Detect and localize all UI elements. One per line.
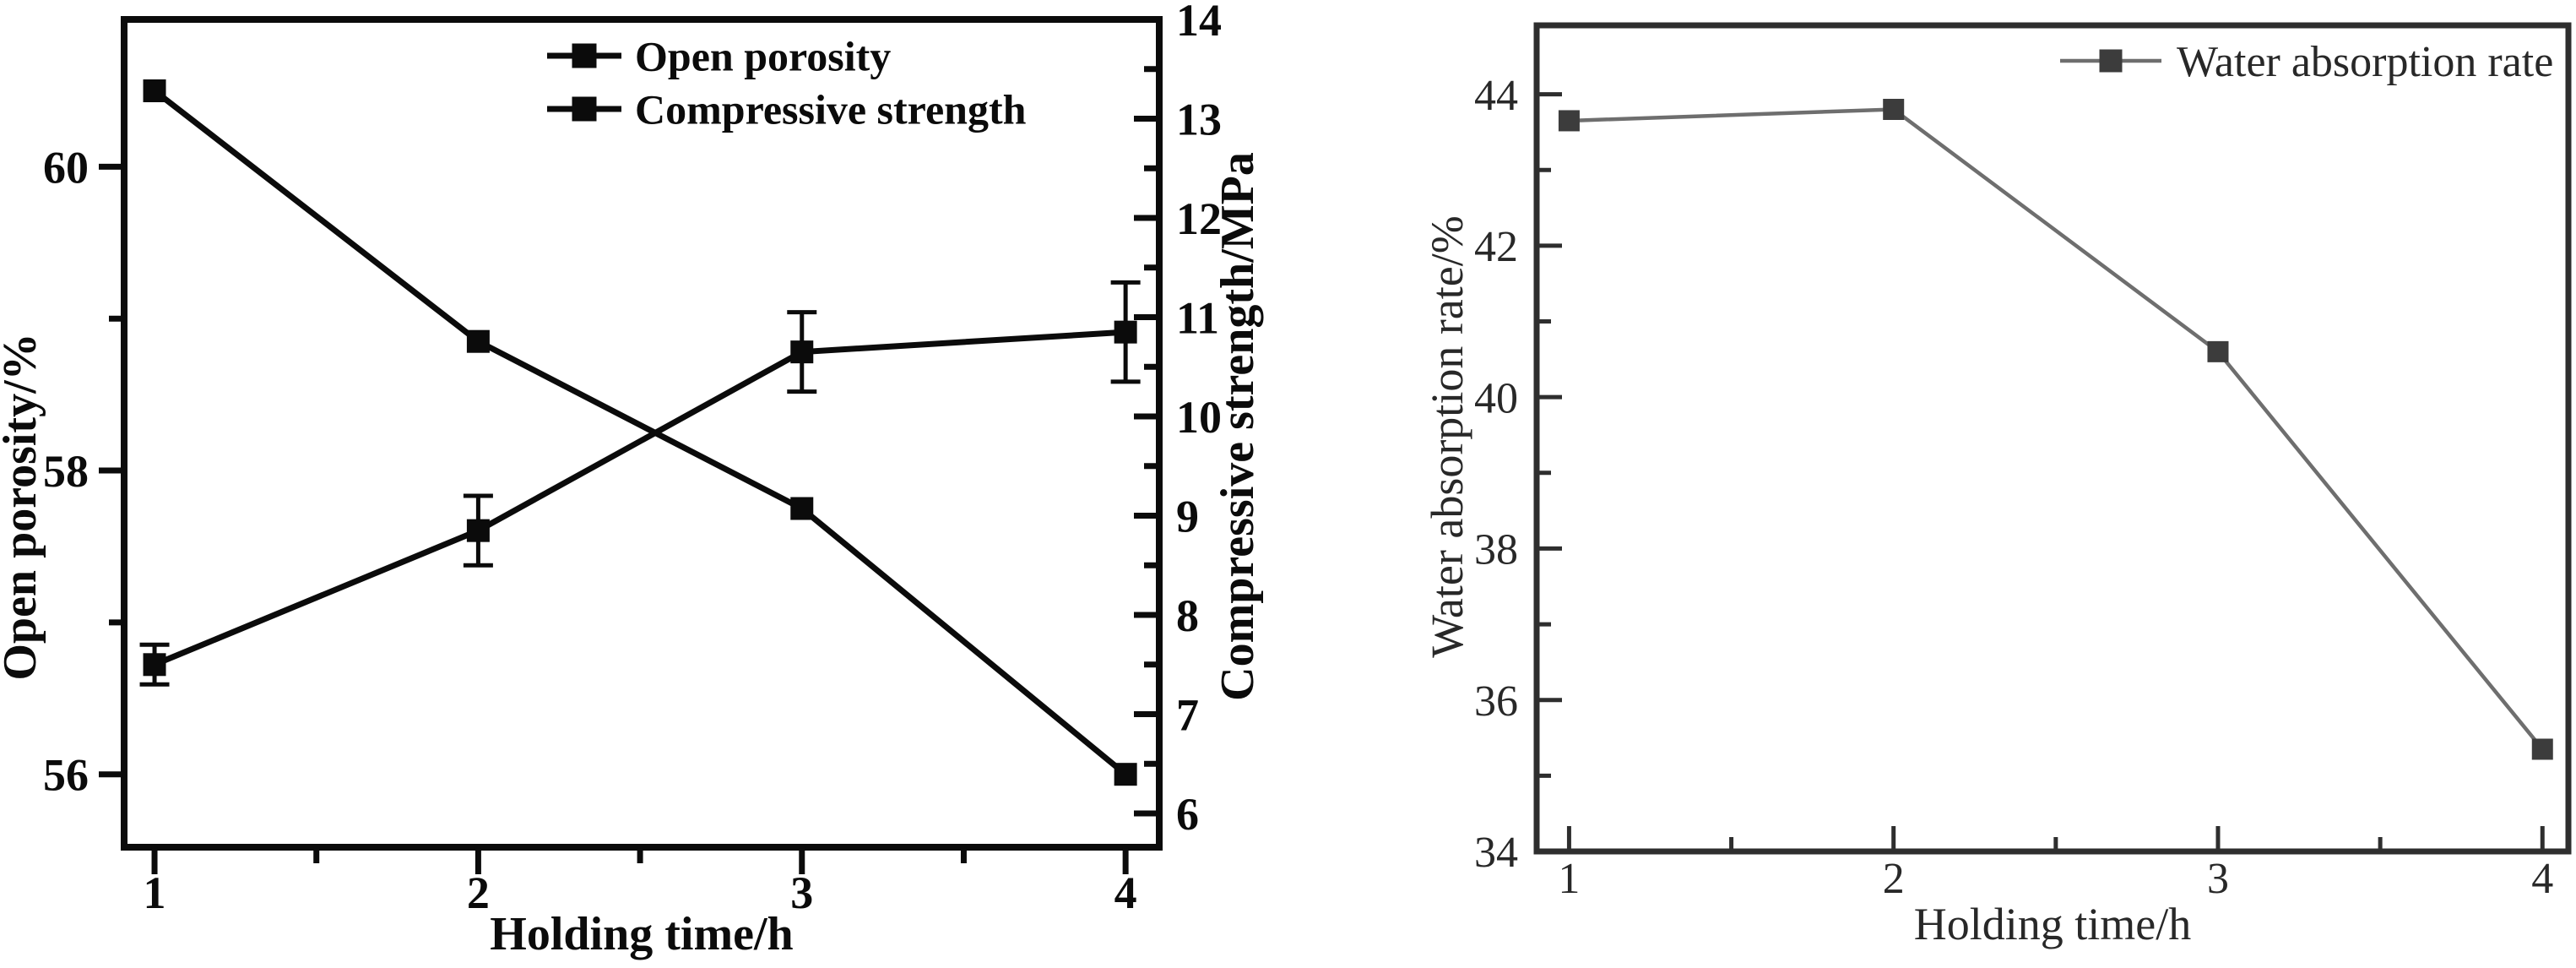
legend-entry-label: Water absorption rate <box>2177 38 2553 86</box>
y-right-axis-title: Compressive strength/MPa <box>1212 152 1264 701</box>
y-right-tick-label: 11 <box>1176 292 1219 343</box>
data-point-marker <box>143 653 166 677</box>
series-water-absorption-rate <box>1558 99 2553 760</box>
plot-frame <box>1533 22 2572 855</box>
x-tick-label: 4 <box>1114 867 1137 918</box>
y-left-tick-label: 34 <box>1474 829 1518 877</box>
series-compressive-strength <box>139 280 1141 687</box>
y-left-tick-label: 56 <box>43 750 89 801</box>
data-point-marker <box>143 79 166 103</box>
x-tick-label: 1 <box>144 867 166 918</box>
x-tick-label: 4 <box>2531 855 2553 903</box>
legend: Open porosity Compressive strength <box>547 33 1027 133</box>
y-right-tick-label: 7 <box>1176 689 1199 740</box>
x-axis-title: Holding time/h <box>1914 899 2191 949</box>
y-left-tick-label: 44 <box>1474 72 1518 120</box>
x-tick-label: 2 <box>1883 855 1905 903</box>
legend-symbol-marker <box>572 96 597 122</box>
data-point-marker <box>1883 99 1905 121</box>
y-right-tick-label: 12 <box>1176 193 1222 244</box>
y-right-tick-label: 6 <box>1176 789 1199 840</box>
y-left-tick-label: 36 <box>1474 677 1518 726</box>
data-point-marker <box>466 519 490 542</box>
x-tick-label: 3 <box>790 867 813 918</box>
y-left-tick-label: 42 <box>1474 223 1518 271</box>
legend-entry-label: Open porosity <box>635 33 891 80</box>
series-line <box>1569 107 2545 751</box>
plot-frame <box>121 16 1163 851</box>
legend-entry-label: Compressive strength <box>635 86 1027 133</box>
series-open-porosity <box>143 79 1137 786</box>
data-point-marker <box>2531 738 2553 760</box>
series-line <box>152 88 1128 777</box>
y-left-axis-title: Water absorption rate/% <box>1422 215 1472 657</box>
x-tick-label: 3 <box>2207 855 2229 903</box>
legend-symbol-marker <box>2099 49 2123 73</box>
y-left-tick-label: 40 <box>1474 374 1518 422</box>
y-right-tick-label: 8 <box>1176 590 1199 641</box>
y-left-tick-label: 58 <box>43 446 89 497</box>
data-point-marker <box>1114 320 1137 344</box>
data-point-marker <box>1558 110 1580 132</box>
data-point-marker <box>1114 763 1137 786</box>
y-left-axis-title: Open porosity/% <box>0 333 46 680</box>
legend: Water absorption rate <box>2060 38 2553 86</box>
y-left-tick-label: 60 <box>43 142 89 193</box>
y-right-tick-label: 10 <box>1176 392 1222 443</box>
x-axis-title: Holding time/h <box>490 908 793 960</box>
y-right-tick-label: 9 <box>1176 491 1199 541</box>
x-tick-label: 2 <box>467 867 490 918</box>
legend-symbol-marker <box>572 43 597 68</box>
y-right-tick-label: 13 <box>1176 94 1222 144</box>
series-line <box>153 329 1126 668</box>
data-point-marker <box>790 340 814 364</box>
data-point-marker <box>2207 340 2229 362</box>
data-point-marker <box>466 329 490 353</box>
data-point-marker <box>790 497 814 520</box>
y-right-tick-label: 14 <box>1176 0 1222 46</box>
y-left-tick-label: 38 <box>1474 526 1518 574</box>
x-tick-label: 1 <box>1558 855 1580 903</box>
